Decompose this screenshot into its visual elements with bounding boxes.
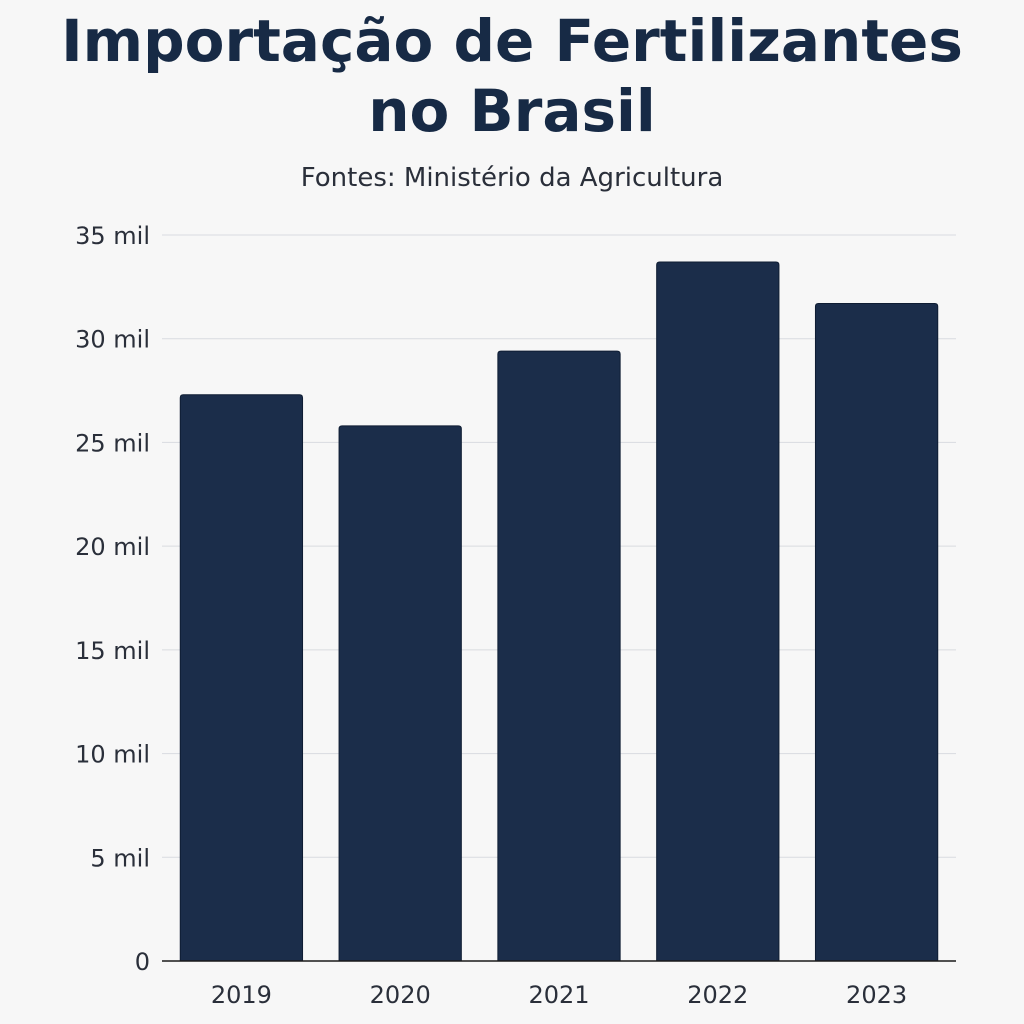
bar-2023	[814, 302, 939, 962]
bar-2020	[338, 425, 462, 962]
y-axis-ticks: 0 5 mil 10 mil 15 mil 20 mil 25 mil 30 mil 35 m…	[75, 222, 150, 976]
chart-title-line-2: no Brasil	[368, 77, 656, 145]
bars	[179, 261, 939, 962]
x-tick-label: 2023	[846, 981, 907, 1009]
y-tick-label: 30 mil	[75, 326, 150, 354]
y-tick-label: 20 mil	[75, 533, 150, 561]
y-tick-label: 35 mil	[75, 222, 150, 250]
x-tick-label: 2019	[211, 981, 272, 1009]
y-tick-label: 0	[135, 948, 150, 976]
y-tick-label: 25 mil	[75, 429, 150, 457]
x-tick-label: 2021	[528, 981, 589, 1009]
y-tick-label: 15 mil	[75, 637, 150, 665]
x-tick-label: 2020	[370, 981, 431, 1009]
y-tick-label: 5 mil	[90, 844, 150, 872]
chart-title: Importação de Fertilizantes no Brasil	[0, 6, 1024, 146]
x-tick-label: 2022	[687, 981, 748, 1009]
x-axis-ticks: 2019 2020 2021 2022 2023	[211, 981, 907, 1009]
bar-2019	[179, 394, 304, 962]
chart-subtitle: Fontes: Ministério da Agricultura	[300, 163, 724, 193]
chart-title-line-1: Importação de Fertilizantes	[61, 7, 963, 75]
bar-2021	[497, 350, 621, 962]
y-tick-label: 10 mil	[75, 741, 150, 769]
bar-2022	[656, 261, 780, 962]
